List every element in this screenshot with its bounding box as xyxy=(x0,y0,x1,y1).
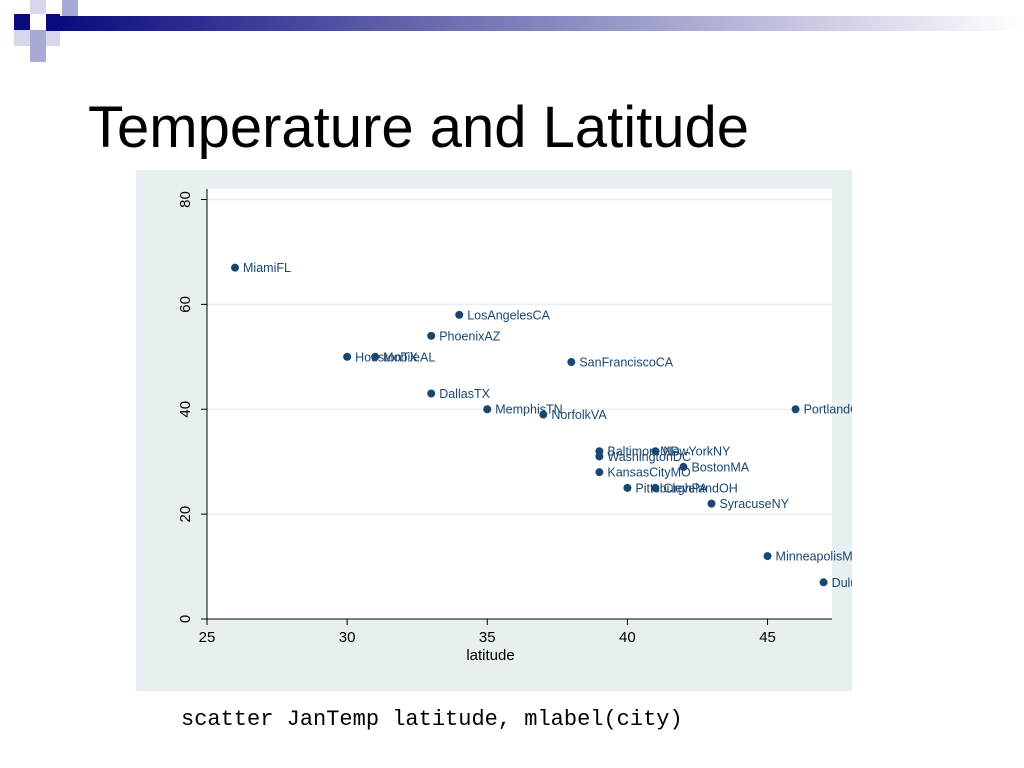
data-point xyxy=(651,483,660,492)
deco-square xyxy=(14,14,30,30)
slide-title: Temperature and Latitude xyxy=(88,95,749,160)
y-tick-label: 20 xyxy=(177,506,194,523)
deco-square xyxy=(30,30,46,46)
point-label: SanFranciscoCA xyxy=(579,356,673,370)
point-label: DallasTX xyxy=(439,387,490,401)
x-tick-label: 35 xyxy=(479,629,496,646)
x-tick-label: 30 xyxy=(339,629,356,646)
x-tick-label: 40 xyxy=(619,629,636,646)
deco-square xyxy=(30,0,46,14)
y-tick-label: 0 xyxy=(177,615,194,623)
plot-region xyxy=(207,189,832,619)
point-label: NorfolkVA xyxy=(551,408,607,422)
data-point xyxy=(623,483,632,492)
data-point xyxy=(427,331,436,340)
data-point xyxy=(539,410,548,419)
scatter-chart: 0 20 40 60 80 25 30 35 40 45 MiamiFL LosAngelesCA P… xyxy=(177,189,852,664)
deco-square xyxy=(46,31,60,46)
x-axis-label: latitude xyxy=(466,647,514,664)
data-point xyxy=(231,263,240,272)
gridlines xyxy=(207,198,832,515)
data-point xyxy=(595,468,604,477)
data-point xyxy=(819,578,828,587)
point-label: SyracuseNY xyxy=(719,497,789,511)
data-point xyxy=(651,447,660,456)
point-label: PortlandOR xyxy=(804,403,852,417)
deco-square xyxy=(30,46,46,62)
data-point xyxy=(595,452,604,461)
point-label: MobileAL xyxy=(383,350,435,364)
data-point xyxy=(343,352,352,361)
deco-bar xyxy=(60,16,1024,31)
y-tick-label: 60 xyxy=(177,296,194,313)
point-label: LosAngelesCA xyxy=(467,308,550,322)
point-label: KansasCityMO xyxy=(607,466,691,480)
point-label: HoustonTX xyxy=(355,350,418,364)
data-point xyxy=(791,405,800,414)
point-label: PhoenixAZ xyxy=(439,329,501,343)
point-label: NewYorkNY xyxy=(663,445,731,459)
point-label: BostonMA xyxy=(691,460,749,474)
deco-square xyxy=(14,30,30,46)
point-label: MiamiFL xyxy=(243,261,291,275)
y-tick-label: 40 xyxy=(177,401,194,418)
data-point xyxy=(455,310,464,319)
title-decoration xyxy=(14,0,1024,62)
deco-square xyxy=(62,0,78,16)
data-point xyxy=(679,462,688,471)
code-caption: scatter JanTemp latitude, mlabel(city) xyxy=(181,707,683,732)
data-point xyxy=(567,358,576,367)
data-point xyxy=(707,499,716,508)
point-label: WashingtonDC xyxy=(607,450,691,464)
data-point xyxy=(483,405,492,414)
point-label: MinneapolisMN xyxy=(776,550,852,564)
x-tick-label: 25 xyxy=(199,629,216,646)
point-label: ClevelandOH xyxy=(663,481,737,495)
point-label: BaltimoreMD xyxy=(607,445,679,459)
data-points: MiamiFL LosAngelesCA PhoenixAZ HoustonTXMob… xyxy=(231,261,852,590)
axes: 0 20 40 60 80 25 30 35 40 45 xyxy=(177,189,832,646)
y-tick-label: 80 xyxy=(177,191,194,208)
point-label: DuluthMN xyxy=(832,576,852,590)
data-point xyxy=(371,352,380,361)
x-tick-label: 45 xyxy=(759,629,776,646)
data-point xyxy=(763,552,772,561)
data-point xyxy=(427,389,436,398)
deco-square xyxy=(46,14,60,31)
